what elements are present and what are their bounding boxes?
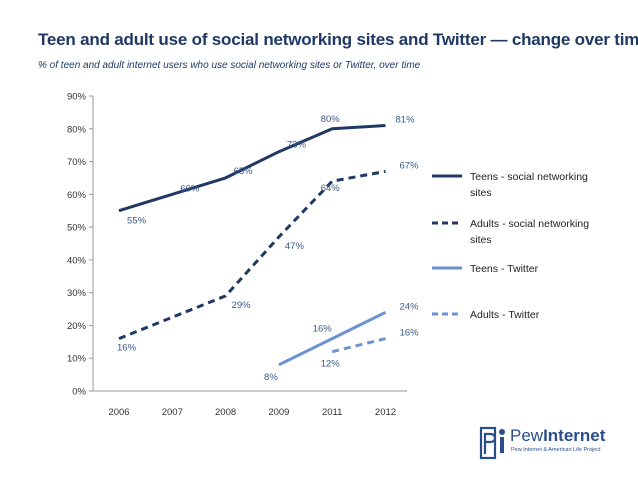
legend-label-0: sites — [470, 187, 492, 199]
y-tick-label: 40% — [67, 255, 87, 266]
data-label: 12% — [321, 359, 341, 370]
data-label: 81% — [396, 115, 416, 126]
y-tick-label: 20% — [67, 321, 87, 332]
y-tick-label: 0% — [72, 387, 86, 398]
data-label: 24% — [400, 301, 420, 312]
y-tick-label: 30% — [67, 288, 87, 299]
legend-label-3: Adults - Twitter — [470, 309, 540, 321]
y-tick-label: 70% — [67, 157, 87, 168]
x-tick-label: 2009 — [268, 407, 289, 418]
y-tick-label: 80% — [67, 124, 87, 135]
legend-label-0: Teens - social networking — [470, 171, 588, 183]
x-tick-label: 2006 — [108, 407, 129, 418]
data-label: 73% — [287, 140, 307, 151]
y-tick-label: 10% — [67, 354, 87, 365]
chart-title: Teen and adult use of social networking … — [38, 30, 638, 49]
legend-label-2: Teens - Twitter — [470, 263, 539, 275]
data-label: 80% — [321, 114, 341, 125]
pew-internet-logo: PewInternet Pew Internet & American Life… — [478, 424, 628, 464]
x-tick-label: 2008 — [215, 407, 236, 418]
data-label: 16% — [117, 343, 137, 354]
data-label: 60% — [180, 183, 200, 194]
data-label: 67% — [400, 160, 420, 171]
logo-brand-regular: Pew — [510, 426, 544, 445]
y-tick-label: 90% — [67, 92, 87, 103]
logo-brand-bold: Internet — [543, 426, 606, 445]
data-label: 55% — [127, 216, 147, 227]
series-line-1 — [118, 169, 386, 340]
data-label: 65% — [234, 166, 254, 177]
series-line-3 — [331, 337, 386, 354]
y-tick-label: 60% — [67, 190, 87, 201]
logo-brand: PewInternet — [510, 426, 605, 446]
data-label: 16% — [400, 328, 420, 339]
legend-label-1: sites — [470, 234, 492, 246]
logo-tagline: Pew Internet & American Life Project — [511, 447, 601, 453]
x-tick-label: 2007 — [162, 407, 183, 418]
data-label: 16% — [313, 324, 333, 335]
legend-label-1: Adults - social networking — [470, 218, 589, 230]
x-tick-label: 2012 — [375, 407, 396, 418]
pew-logo-icon — [479, 426, 505, 460]
data-label: 64% — [321, 183, 341, 194]
data-label: 29% — [232, 300, 252, 311]
data-label: 47% — [285, 241, 305, 252]
x-tick-label: 2011 — [322, 407, 342, 418]
data-label: 8% — [264, 372, 278, 383]
chart-subtitle: % of teen and adult internet users who u… — [38, 60, 421, 71]
y-tick-label: 50% — [67, 223, 87, 234]
series-line-0 — [118, 124, 386, 213]
series-line-2 — [278, 310, 387, 367]
